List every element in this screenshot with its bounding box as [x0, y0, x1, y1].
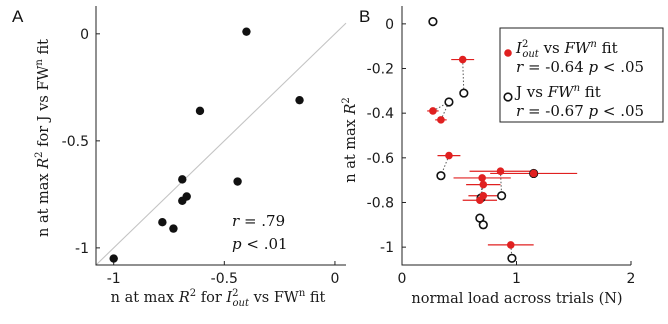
panel-b-j-point — [444, 97, 454, 107]
panel-b-iout-point — [529, 169, 538, 178]
panel-b-axis-lines — [401, 6, 631, 266]
panel-b-ticks: 0 1 2 0 -0.2 -0.4 -0.6 -0.8 -1 — [367, 17, 636, 287]
legend-entry-2-label: J vs FWn fit — [514, 83, 601, 101]
legend-entry-2-stat: r = -0.67 p < .05 — [516, 102, 644, 120]
panel-b-x-tick-label: 2 — [627, 271, 636, 287]
panel-b-iout-point — [476, 196, 484, 205]
panel-a-r-annotation: r = .79 — [232, 212, 285, 230]
panel-b-y-label: n at max R2 — [341, 97, 359, 183]
panel-a-data-point — [169, 224, 178, 233]
panel-b-j-point — [428, 17, 438, 27]
panel-a-x-label: n at max R2 for I2 out vs FWn fit — [111, 288, 326, 309]
panel-a-data-point — [178, 196, 187, 205]
panel-b-j-point — [459, 88, 469, 98]
panel-a-chart: -1 -0.5 0 0 -0.5 -1 n at max R2 for I2 out vs … — [34, 6, 347, 309]
panel-a-data-point — [158, 217, 167, 227]
panel-b-iout-point — [479, 180, 488, 189]
panel-b-x-tick-label: 0 — [398, 271, 407, 287]
panel-b-y-tick-label: -0.8 — [367, 195, 394, 211]
panel-a-y-tick-label: -1 — [75, 241, 89, 257]
panel-b-y-tick-label: -0.2 — [367, 62, 394, 78]
panel-b-points — [427, 17, 578, 263]
legend-entry-1-stat: r = -0.64 p < .05 — [516, 58, 644, 76]
legend-open-marker — [503, 92, 513, 102]
panel-a-p-annotation: p < .01 — [232, 235, 288, 253]
panel-a-data-point — [178, 175, 187, 184]
panel-a-axis-lines — [95, 6, 346, 266]
legend-filled-marker — [504, 49, 512, 57]
panel-a-y-tick-label: -0.5 — [62, 134, 89, 150]
panel-b-j-point — [478, 220, 488, 230]
panel-a-data-point — [195, 106, 205, 116]
panel-b-j-point — [507, 253, 517, 263]
panel-b-x-label: normal load across trials (N) — [411, 291, 622, 307]
panel-a-y-label: n at max R2 for J vs FWn fit — [34, 39, 52, 237]
panel-b-iout-point — [506, 241, 515, 249]
panel-a-data-point — [295, 95, 304, 105]
panel-a-points — [95, 22, 347, 266]
panel-a-x-tick-label: 0 — [330, 271, 339, 287]
panel-b-iout-point — [429, 107, 437, 115]
panel-b-y-tick-label: -1 — [380, 240, 394, 256]
panel-b-iout-point — [458, 55, 467, 64]
panel-b-x-tick-label: 1 — [512, 271, 521, 287]
panel-a-data-point — [242, 27, 251, 36]
panel-b-j-point — [497, 191, 507, 201]
panel-a-identity-line — [95, 22, 347, 266]
panel-a-ticks: -1 -0.5 0 0 -0.5 -1 — [62, 27, 340, 287]
panel-b-j-point — [436, 171, 446, 181]
panel-b-iout-point — [437, 116, 445, 124]
panel-b-y-tick-label: -0.4 — [367, 106, 394, 122]
panel-a-x-tick-label: -1 — [107, 271, 121, 287]
panel-b-chart: 0 1 2 0 -0.2 -0.4 -0.6 -0.8 -1 normal load acros… — [341, 6, 664, 307]
panel-a-data-point — [109, 254, 118, 263]
panel-a-y-tick-label: 0 — [80, 27, 89, 43]
panel-a-x-tick-label: -0.5 — [211, 271, 238, 287]
panel-b-pair-connector — [499, 171, 503, 196]
panel-b-legend: I2 out vs FWn fit r = -0.64 p < .05 J vs … — [499, 27, 664, 123]
panel-b-iout-point — [445, 151, 453, 160]
panel-b-iout-point — [496, 167, 505, 176]
panel-a-data-point — [233, 177, 242, 186]
legend-entry-1-label: I2 out vs FWn fit — [515, 39, 618, 60]
panel-b-letter: B — [359, 7, 370, 26]
panel-b-pair-connector — [462, 59, 465, 94]
panel-b-y-tick-label: 0 — [385, 17, 394, 33]
panel-b-iout-point — [478, 174, 486, 182]
panel-b-y-tick-label: -0.6 — [367, 151, 394, 167]
panel-a-letter: A — [12, 7, 24, 26]
